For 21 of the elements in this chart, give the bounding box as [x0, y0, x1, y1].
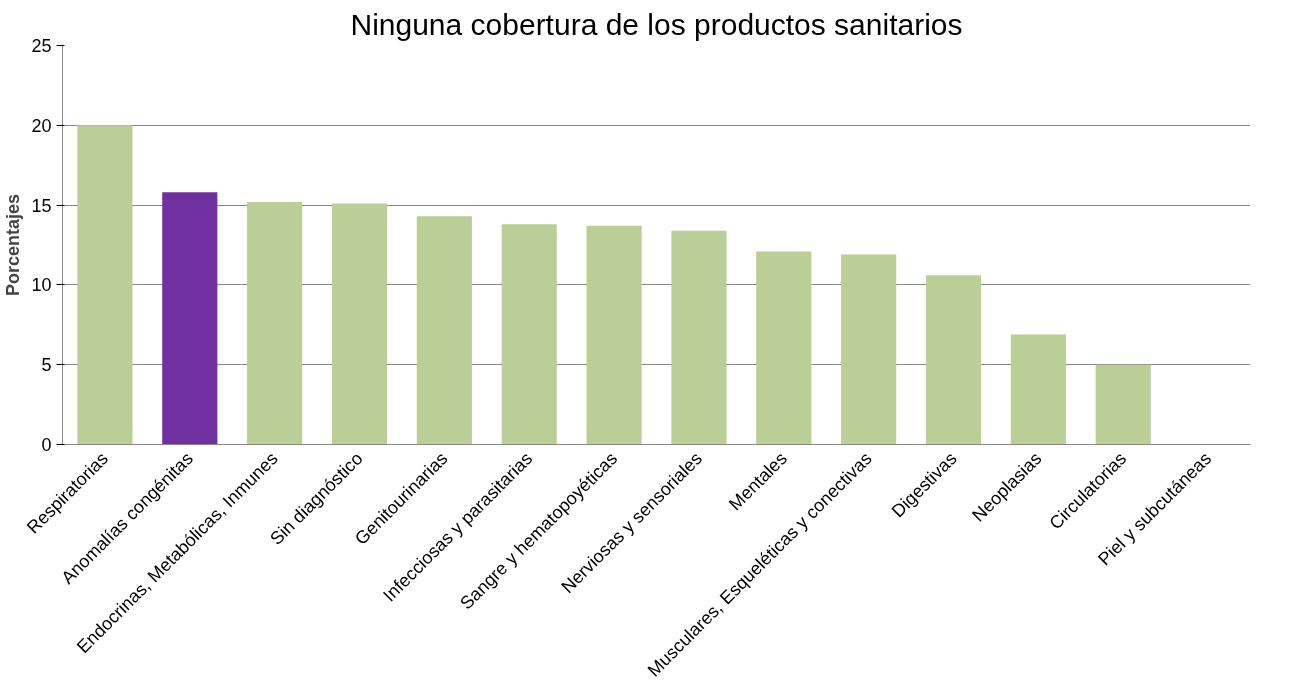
y-tick-label: 0 — [41, 435, 52, 455]
bar — [925, 275, 982, 445]
bar — [756, 251, 812, 445]
bar — [162, 192, 218, 445]
bar — [841, 254, 897, 445]
y-tick-label: 25 — [31, 36, 52, 56]
y-tick-label: 5 — [41, 355, 52, 376]
bar — [416, 216, 472, 445]
y-tick-label: 10 — [31, 275, 52, 296]
bar — [671, 230, 727, 445]
bar — [1095, 364, 1151, 445]
bar — [1010, 334, 1066, 445]
bar — [77, 125, 133, 445]
bar — [586, 225, 642, 445]
bar — [501, 224, 557, 445]
y-tick-label: 15 — [31, 195, 52, 216]
y-axis-title: Porcentajes — [3, 193, 24, 297]
bar — [247, 201, 303, 445]
bar — [331, 203, 388, 445]
y-tick-label: 20 — [31, 115, 52, 136]
chart-title: Ninguna cobertura de los productos sanitarios — [350, 7, 963, 41]
